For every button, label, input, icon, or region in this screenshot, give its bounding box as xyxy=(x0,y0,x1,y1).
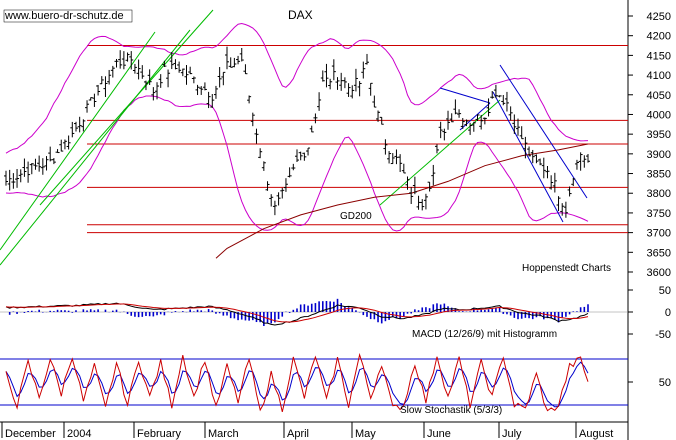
y-tick-label: 3800 xyxy=(647,188,671,200)
macd-label: MACD (12/26/9) mit Histogramm xyxy=(412,329,557,340)
blue-trend-line xyxy=(439,87,491,104)
x-tick-label: March xyxy=(208,428,239,440)
y-tick-label: 3900 xyxy=(647,149,671,161)
stochastic-label: Slow Stochastik (5/3/3) xyxy=(400,405,502,416)
x-tick-label: April xyxy=(287,428,309,440)
green-trend-line xyxy=(0,29,191,266)
macd-tick-label: 0 xyxy=(665,307,671,319)
macd-panel xyxy=(0,298,628,326)
price-bars xyxy=(4,46,590,218)
chart-title: DAX xyxy=(288,8,313,22)
y-tick-label: 3650 xyxy=(647,247,671,259)
trend-lines xyxy=(0,9,588,266)
x-tick-label: December xyxy=(5,428,56,440)
gd200-line xyxy=(215,143,589,259)
blue-channel-line xyxy=(499,64,588,199)
stochastic-tick-label: 50 xyxy=(659,377,671,389)
y-tick-label: 3950 xyxy=(647,129,671,141)
gd200-series xyxy=(215,143,589,259)
watermark-frame xyxy=(3,9,133,23)
green-trend-line xyxy=(39,9,214,206)
stochastic-d-line xyxy=(5,361,589,408)
macd-tick-label: 50 xyxy=(659,285,671,297)
x-tick-label: June xyxy=(427,428,451,440)
macd-tick-label: -50 xyxy=(655,329,671,341)
y-tick-label: 4000 xyxy=(647,109,671,121)
y-tick-label: 3700 xyxy=(647,228,671,240)
y-tick-label: 3750 xyxy=(647,208,671,220)
y-tick-label: 4250 xyxy=(647,11,671,23)
y-tick-label: 3850 xyxy=(647,169,671,181)
macd-signal-line xyxy=(5,303,589,323)
x-tick-labels: December 2004 February March April May June Jul… xyxy=(1,422,613,440)
source-label: Hoppenstedt Charts xyxy=(522,263,611,274)
y-tick-labels: 3600 3650 3700 3750 3800 3850 3900 3950 4000 4050… xyxy=(628,11,671,389)
stochastic-panel xyxy=(0,352,628,413)
x-tick-label: 2004 xyxy=(67,428,91,440)
bollinger-upper xyxy=(5,22,589,154)
y-tick-label: 4150 xyxy=(647,50,671,62)
y-tick-label: 4050 xyxy=(647,90,671,102)
gd200-label: GD200 xyxy=(340,211,372,222)
blue-channel-line xyxy=(492,91,564,223)
watermark: www.buero-dr-schutz.de xyxy=(4,10,124,22)
x-tick-label: February xyxy=(137,428,182,440)
y-tick-label: 3600 xyxy=(647,267,671,279)
x-tick-label: July xyxy=(502,428,522,440)
blue-trend-line xyxy=(459,102,491,131)
green-trend-line xyxy=(379,99,501,206)
bollinger-bands xyxy=(5,22,589,232)
x-tick-label: May xyxy=(355,428,376,440)
green-trend-line xyxy=(0,31,156,251)
bollinger-lower xyxy=(5,95,589,232)
horizontal-levels xyxy=(87,45,628,234)
x-tick-label: August xyxy=(579,428,613,440)
y-tick-label: 4200 xyxy=(647,31,671,43)
y-tick-label: 4100 xyxy=(647,70,671,82)
stochastic-k-line xyxy=(5,352,589,413)
